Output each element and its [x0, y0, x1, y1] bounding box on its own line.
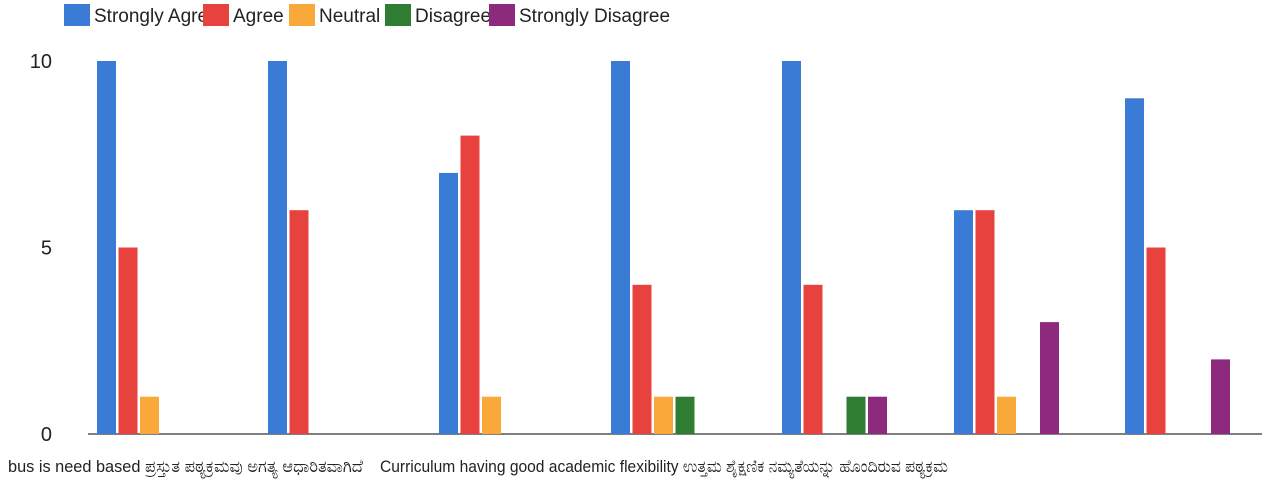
bar-g4-s4 [868, 396, 887, 434]
y-tick-label-0: 0 [41, 424, 52, 446]
bar-g4-s1 [803, 284, 823, 434]
bar-g4-s0 [782, 61, 801, 434]
bar-g4-s3 [846, 396, 866, 434]
legend-swatch-2 [289, 4, 315, 26]
bar-g1-s0 [268, 61, 287, 434]
bar-g5-s1 [975, 210, 995, 434]
x-category-label-0: bus is need based ಪ್ರಸ್ತುತ ಪಠ್ಯಕ್ರಮವು ಅಗ… [8, 457, 363, 479]
x-category-label-3: Curriculum having good academic flexibil… [380, 457, 948, 479]
bar-g2-s2 [482, 396, 501, 434]
bar-g2-s1 [460, 135, 480, 434]
legend-label-2: Neutral [319, 6, 380, 27]
bar-g3-s2 [654, 396, 673, 434]
x-axis-labels: bus is need based ಪ್ರಸ್ತುತ ಪಠ್ಯಕ್ರಮವು ಅಗ… [8, 457, 948, 479]
y-axis: 0 5 10 [30, 51, 52, 446]
bar-g6-s4 [1211, 359, 1230, 434]
bar-g6-s0 [1125, 98, 1144, 435]
legend-label-3: Disagree [415, 6, 491, 27]
y-tick-label-2: 10 [30, 51, 52, 73]
bar-g0-s2 [140, 396, 159, 434]
bar-g3-s0 [611, 61, 630, 434]
bar-g3-s1 [632, 284, 652, 434]
bar-g0-s1 [118, 247, 138, 434]
legend-label-4: Strongly Disagree [519, 6, 670, 27]
legend-label-0: Strongly Agree [94, 6, 219, 27]
bar-g5-s2 [997, 396, 1016, 434]
bar-g6-s1 [1146, 247, 1166, 434]
bar-g1-s1 [289, 210, 309, 434]
bar-g5-s0 [954, 210, 973, 434]
legend-swatch-4 [489, 4, 515, 26]
bars [97, 61, 1230, 435]
legend-swatch-1 [203, 4, 229, 26]
bar-g5-s4 [1040, 322, 1059, 434]
bar-g0-s0 [97, 61, 116, 434]
legend-swatch-3 [385, 4, 411, 26]
legend: Strongly Agree Agree Neutral Disagree Strong… [64, 4, 670, 27]
bar-g3-s3 [675, 396, 695, 434]
legend-label-1: Agree [233, 6, 284, 27]
y-tick-label-1: 5 [41, 238, 52, 260]
bar-g2-s0 [439, 172, 458, 434]
legend-swatch-0 [64, 4, 90, 26]
